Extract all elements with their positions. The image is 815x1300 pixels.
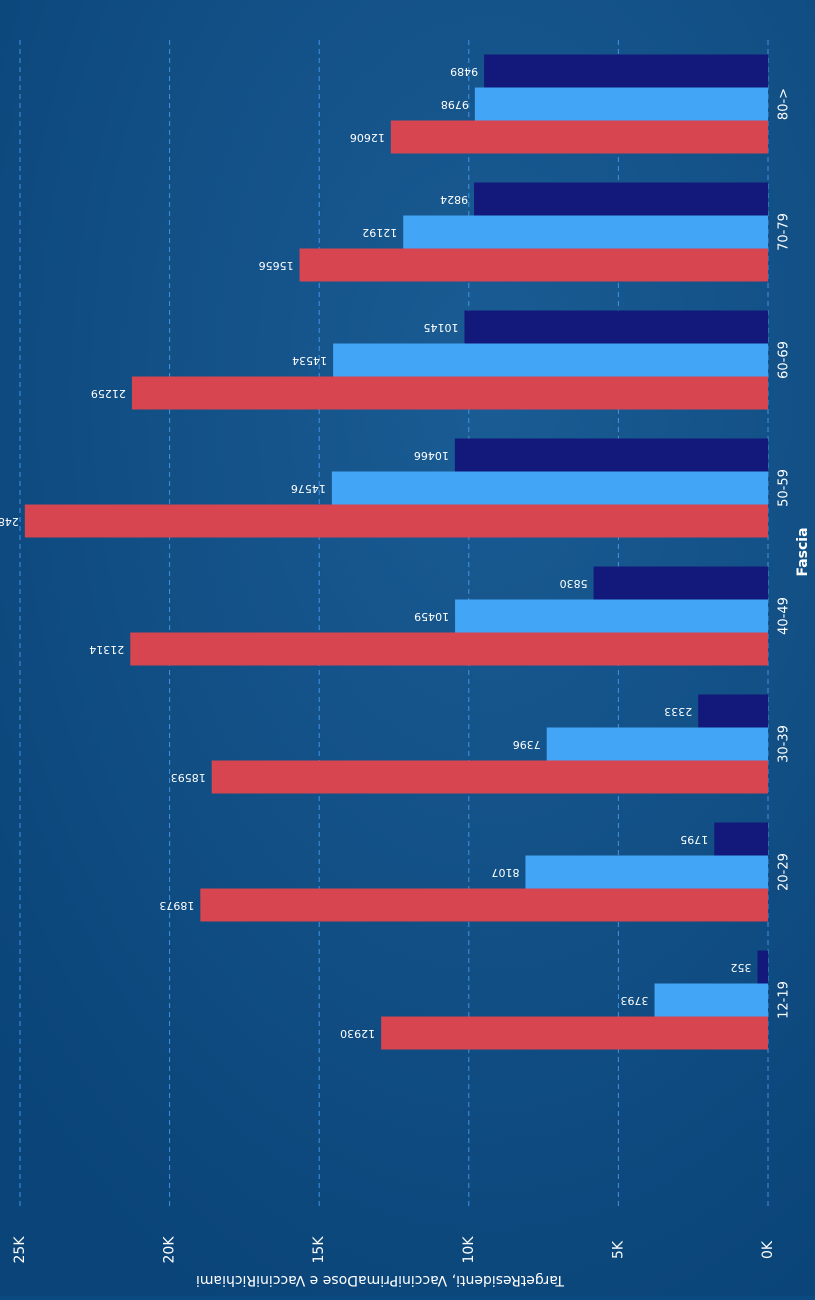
data-label: 14576 — [291, 482, 326, 495]
y-tick-label: 25K — [12, 1236, 28, 1264]
y-tick-label: 5K — [610, 1240, 626, 1259]
bar — [484, 54, 768, 88]
x-tick-label: 30-39 — [777, 725, 792, 763]
bar — [454, 438, 768, 472]
data-label: 21314 — [89, 643, 124, 656]
x-tick-label: 12-19 — [777, 981, 792, 1019]
y-axis-title: TargetResidenti, VacciniPrimaDose e Vacc… — [196, 1272, 565, 1288]
data-label: 9489 — [450, 65, 478, 78]
data-label: 1795 — [680, 833, 708, 846]
bar — [546, 727, 768, 761]
data-label: 10145 — [423, 321, 458, 334]
bar — [331, 471, 768, 505]
x-tick-label: 50-59 — [777, 469, 792, 507]
x-axis-title: Fascia — [795, 527, 811, 576]
bar — [464, 310, 768, 344]
bar — [698, 694, 769, 728]
bar — [757, 950, 768, 984]
bar — [333, 343, 768, 377]
y-tick-label: 15K — [311, 1236, 327, 1264]
data-label: 7396 — [513, 738, 541, 751]
bar — [654, 983, 768, 1017]
bar — [474, 87, 768, 121]
bar — [130, 632, 769, 666]
data-label: 18973 — [159, 899, 194, 912]
data-label: 12606 — [350, 131, 385, 144]
bar — [381, 1016, 768, 1050]
bar — [131, 376, 768, 410]
data-label: 15656 — [259, 259, 294, 272]
bar — [474, 182, 768, 216]
data-label: 14534 — [292, 354, 327, 367]
data-label: 10459 — [414, 610, 449, 623]
data-label: 9798 — [441, 98, 469, 111]
bar — [403, 215, 768, 249]
bar — [390, 120, 768, 154]
y-tick-label: 0K — [760, 1240, 776, 1259]
data-label: 352 — [730, 961, 751, 974]
bar — [593, 566, 768, 600]
bar — [525, 855, 768, 889]
data-label: 8107 — [491, 866, 519, 879]
bar — [299, 248, 768, 282]
x-tick-label: 80-> — [777, 88, 792, 120]
data-label: 12192 — [362, 226, 397, 239]
bar — [24, 504, 768, 538]
bar — [200, 888, 769, 922]
data-label: 12930 — [340, 1027, 375, 1040]
bar — [455, 599, 768, 633]
x-tick-label: 60-69 — [777, 341, 792, 379]
data-label: 10466 — [414, 449, 449, 462]
plot-area: Fascia TargetResidenti, VacciniPrimaDose… — [0, 40, 811, 1288]
data-label: 18593 — [171, 771, 206, 784]
x-tick-label: 70-79 — [777, 213, 792, 251]
data-label: 9824 — [440, 193, 468, 206]
x-tick-label: 40-49 — [777, 597, 792, 635]
data-label: 2333 — [664, 705, 692, 718]
bar — [714, 822, 768, 856]
x-tick-label: 20-29 — [777, 853, 792, 891]
data-label: 5830 — [560, 577, 588, 590]
y-tick-label: 20K — [162, 1236, 178, 1264]
y-tick-label: 10K — [461, 1236, 477, 1264]
bar — [211, 760, 768, 794]
data-label: 21259 — [91, 387, 126, 400]
data-label: 3793 — [621, 994, 649, 1007]
data-label: 24839 — [0, 515, 19, 528]
